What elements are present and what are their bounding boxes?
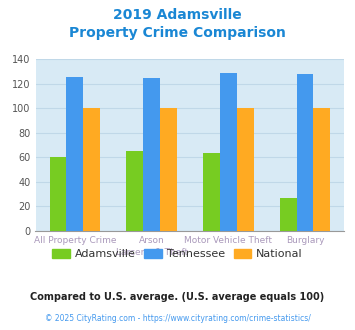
Text: Compared to U.S. average. (U.S. average equals 100): Compared to U.S. average. (U.S. average …: [31, 292, 324, 302]
Bar: [203, 152, 220, 231]
Text: Property Crime Comparison: Property Crime Comparison: [69, 26, 286, 40]
Bar: [126, 151, 143, 231]
Bar: [50, 157, 66, 231]
Text: © 2025 CityRating.com - https://www.cityrating.com/crime-statistics/: © 2025 CityRating.com - https://www.city…: [45, 314, 310, 323]
Bar: [83, 109, 100, 231]
Bar: [237, 109, 253, 231]
Bar: [280, 198, 296, 231]
Text: 2019 Adamsville: 2019 Adamsville: [113, 8, 242, 22]
Bar: [313, 109, 330, 231]
Bar: [160, 109, 177, 231]
Bar: [296, 74, 313, 231]
Bar: [220, 73, 237, 231]
Legend: Adamsville, Tennessee, National: Adamsville, Tennessee, National: [48, 244, 307, 263]
Bar: [66, 77, 83, 231]
Bar: [143, 78, 160, 231]
